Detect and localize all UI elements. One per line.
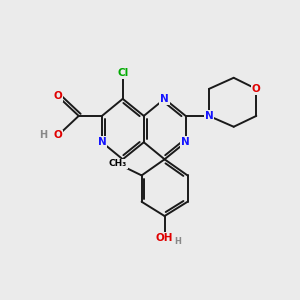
Text: H: H xyxy=(39,130,47,140)
Text: N: N xyxy=(160,94,169,104)
Text: Cl: Cl xyxy=(117,68,128,78)
Text: OH: OH xyxy=(156,233,173,243)
Text: O: O xyxy=(252,84,261,94)
Text: O: O xyxy=(54,92,62,101)
Text: O: O xyxy=(54,130,62,140)
Text: N: N xyxy=(98,137,106,147)
Text: H: H xyxy=(174,237,181,246)
Text: N: N xyxy=(205,111,213,121)
Text: N: N xyxy=(181,137,190,147)
Text: CH₃: CH₃ xyxy=(109,159,127,168)
